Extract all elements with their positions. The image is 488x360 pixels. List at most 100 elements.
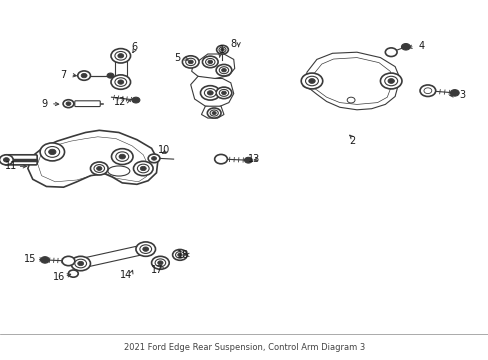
Circle shape <box>205 58 215 66</box>
Circle shape <box>137 164 149 173</box>
Circle shape <box>40 143 64 161</box>
Ellipse shape <box>107 166 130 176</box>
Circle shape <box>3 158 9 162</box>
Circle shape <box>401 44 409 50</box>
Text: 14: 14 <box>120 270 132 280</box>
Circle shape <box>111 49 130 63</box>
Circle shape <box>155 259 165 267</box>
Circle shape <box>71 256 90 271</box>
Circle shape <box>63 100 74 108</box>
Circle shape <box>308 78 315 84</box>
Polygon shape <box>191 54 234 79</box>
Circle shape <box>90 162 108 175</box>
Circle shape <box>219 47 225 52</box>
Circle shape <box>384 76 397 86</box>
Circle shape <box>151 157 156 160</box>
Circle shape <box>172 249 187 260</box>
Circle shape <box>188 60 193 64</box>
Circle shape <box>116 152 128 161</box>
Text: 6: 6 <box>131 42 137 52</box>
Text: 10: 10 <box>157 145 170 156</box>
Polygon shape <box>201 106 224 118</box>
Circle shape <box>115 51 126 60</box>
Polygon shape <box>115 56 126 82</box>
Polygon shape <box>190 76 233 107</box>
Circle shape <box>119 154 125 159</box>
Circle shape <box>207 108 221 118</box>
Circle shape <box>107 73 114 78</box>
Polygon shape <box>303 52 399 110</box>
Circle shape <box>140 245 151 253</box>
Circle shape <box>387 78 394 84</box>
Circle shape <box>111 149 133 165</box>
Circle shape <box>185 58 195 66</box>
Text: 17: 17 <box>151 265 163 275</box>
Circle shape <box>142 247 148 251</box>
Text: 9: 9 <box>41 99 47 109</box>
Circle shape <box>207 60 212 64</box>
Text: 5: 5 <box>174 53 180 63</box>
Circle shape <box>419 85 435 96</box>
Text: 8: 8 <box>230 39 236 49</box>
Circle shape <box>66 102 71 105</box>
Circle shape <box>219 89 228 96</box>
Circle shape <box>200 86 220 100</box>
Circle shape <box>81 73 87 78</box>
Circle shape <box>177 253 182 257</box>
Circle shape <box>221 68 226 72</box>
Text: 18: 18 <box>177 250 189 260</box>
Circle shape <box>305 76 318 86</box>
Circle shape <box>175 252 184 258</box>
Circle shape <box>0 155 13 165</box>
Circle shape <box>216 87 231 99</box>
Circle shape <box>118 54 123 58</box>
Circle shape <box>202 56 218 68</box>
Text: 13: 13 <box>247 154 260 164</box>
Circle shape <box>301 73 322 89</box>
Circle shape <box>68 270 78 277</box>
Text: 12: 12 <box>113 96 126 107</box>
Polygon shape <box>79 245 147 268</box>
Circle shape <box>132 97 140 103</box>
Circle shape <box>68 271 76 276</box>
Circle shape <box>62 256 75 266</box>
FancyBboxPatch shape <box>5 155 37 165</box>
Circle shape <box>78 71 90 80</box>
Circle shape <box>210 110 218 116</box>
Circle shape <box>182 56 199 68</box>
FancyBboxPatch shape <box>75 101 100 107</box>
Circle shape <box>212 112 216 114</box>
Circle shape <box>45 147 60 157</box>
Circle shape <box>148 154 160 163</box>
Circle shape <box>385 48 396 57</box>
Circle shape <box>133 161 153 176</box>
Polygon shape <box>28 130 158 187</box>
Text: 1: 1 <box>219 45 225 55</box>
Circle shape <box>216 64 231 76</box>
Text: 7: 7 <box>61 70 66 80</box>
Circle shape <box>41 257 49 263</box>
Circle shape <box>346 97 354 103</box>
Text: 16: 16 <box>52 272 65 282</box>
Circle shape <box>97 167 102 170</box>
Circle shape <box>136 242 155 256</box>
Text: 3: 3 <box>458 90 464 100</box>
Circle shape <box>449 90 458 96</box>
Circle shape <box>140 166 146 171</box>
Text: 11: 11 <box>4 161 17 171</box>
Circle shape <box>94 165 104 172</box>
Circle shape <box>118 80 123 84</box>
Circle shape <box>216 45 228 54</box>
Circle shape <box>111 75 130 89</box>
Circle shape <box>214 154 227 164</box>
Circle shape <box>48 149 56 155</box>
Circle shape <box>423 88 431 94</box>
Text: 2021 Ford Edge Rear Suspension, Control Arm Diagram 3: 2021 Ford Edge Rear Suspension, Control … <box>123 343 365 351</box>
Text: 2: 2 <box>348 136 354 146</box>
Circle shape <box>221 91 226 95</box>
Text: 4: 4 <box>418 41 424 51</box>
Circle shape <box>204 89 216 97</box>
Circle shape <box>207 91 213 95</box>
Circle shape <box>380 73 401 89</box>
Circle shape <box>244 157 252 163</box>
